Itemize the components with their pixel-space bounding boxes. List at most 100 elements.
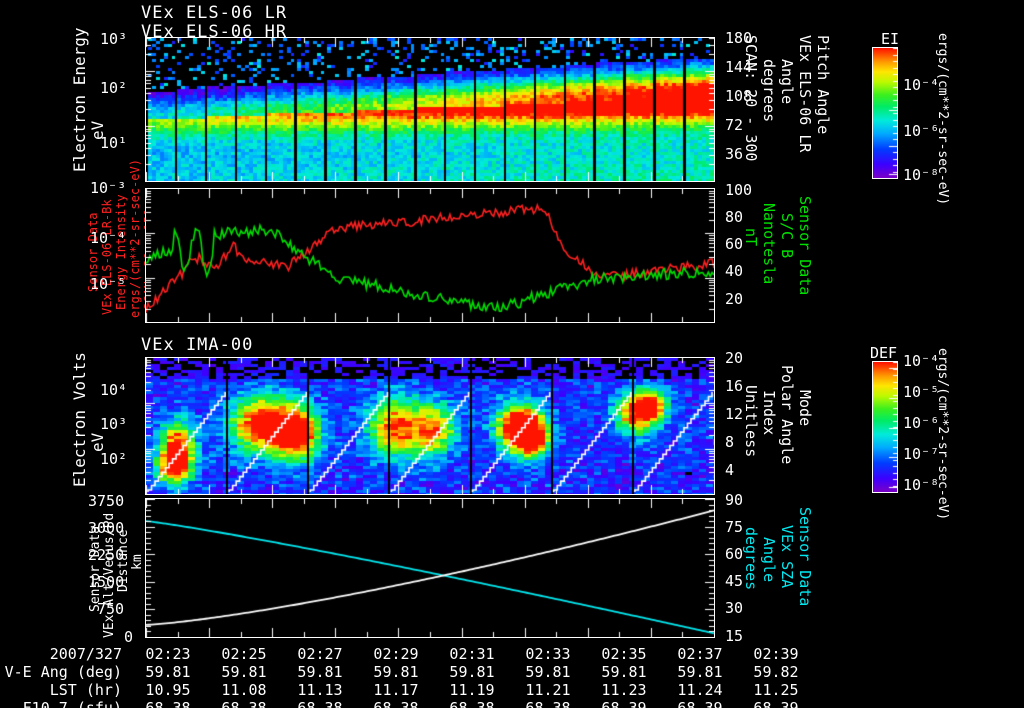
footer-cell: 59.81 — [601, 663, 647, 681]
panel4-ytick-1: 3000 — [88, 519, 125, 537]
panel3-title: VEx IMA-00 — [141, 335, 254, 355]
colorbar1-name: EI — [881, 30, 900, 48]
footer-cell: 02:27 — [297, 645, 343, 663]
panel4-right-label-2: VEx SZA — [778, 525, 796, 588]
panel1-right-label-3: Angle — [778, 59, 796, 104]
footer-row-label: LST (hr) — [49, 681, 122, 699]
panel4-plot — [145, 498, 715, 638]
panel2-ytick-2: 10⁻⁵ — [90, 275, 127, 293]
footer-cell: 11.19 — [449, 681, 495, 699]
panel1-ytick-1: 10² — [100, 79, 128, 97]
footer-cell: 59.82 — [753, 663, 799, 681]
panel4-ytick-5: 0 — [124, 628, 134, 646]
panel3-ytick-0: 10⁴ — [100, 381, 128, 399]
panel4-right-label-1: Sensor Data — [796, 507, 814, 606]
panel3-right-label-4: Unitless — [742, 385, 760, 457]
panel3-y2tick-0: 20 — [725, 349, 744, 367]
footer-row: LST (hr) 10.95 11.08 11.13 11.17 11.19 11.21 11… — [0, 681, 814, 699]
footer-cell: 02:29 — [373, 645, 419, 663]
colorbar1-tick-1: 10⁻⁶ — [903, 122, 940, 140]
footer-cell: 11.24 — [677, 681, 723, 699]
panel2-green-label-2: S/C B — [778, 213, 796, 258]
panel1-left-axis-label: Electron Energy — [70, 28, 89, 173]
panel4-y2tick-4: 30 — [725, 599, 744, 617]
panel2-ytick-1: 10⁻⁴ — [90, 229, 127, 247]
panel4-y2tick-0: 90 — [725, 491, 744, 509]
panel1-y2tick-4: 36 — [725, 145, 744, 163]
colorbar2-name: DEF — [870, 344, 898, 362]
panel4-ytick-2: 2250 — [88, 546, 125, 564]
panel2-green-label-2-text: S/C B — [778, 213, 796, 259]
panel1-y2tick-3: 72 — [725, 116, 744, 134]
panel3-ytick-2: 10² — [100, 450, 128, 468]
footer-table: 2007/327 02:23 02:25 02:27 02:29 02:31 02:33 02… — [0, 645, 814, 708]
footer-cell: 68.39 — [677, 699, 723, 708]
panel1-right-label-2-text: VEx ELS-06 LR — [796, 35, 814, 153]
panel4-y2tick-1: 75 — [725, 518, 744, 536]
panel2-green-label-4-text: nT — [742, 228, 760, 247]
panel4-right-label-3-text: Angle — [760, 537, 778, 583]
panel2-green-label-1: Sensor Data — [796, 196, 814, 295]
footer-cell: 59.81 — [145, 663, 191, 681]
footer-cell: 59.81 — [297, 663, 343, 681]
footer-row: 2007/327 02:23 02:25 02:27 02:29 02:31 02:33 02… — [0, 645, 814, 663]
energy-intensity-b-field-canvas — [146, 189, 714, 322]
panel1-right-label-2: VEx ELS-06 LR — [796, 35, 814, 152]
footer-cell: 11.13 — [297, 681, 343, 699]
colorbar2-tick-1: 10⁻⁵ — [903, 383, 940, 401]
footer-cell: 11.25 — [753, 681, 799, 699]
panel3-right-label-3: Index — [760, 390, 778, 435]
footer-cell: 68.38 — [297, 699, 343, 708]
altitude-sza-canvas — [146, 499, 714, 637]
colorbar2-gradient — [873, 362, 897, 492]
panel3-right-label-1-text: Mode — [796, 390, 814, 427]
colorbar1-tick-0: 10⁻⁴ — [903, 76, 940, 94]
panel4-right-label-2-text: VEx SZA — [778, 525, 796, 589]
colorbar2-tick-2: 10⁻⁶ — [903, 414, 940, 432]
panel1-y2tick-1: 144 — [725, 58, 753, 76]
footer-cell: 68.39 — [601, 699, 647, 708]
panel2-y2tick-0: 100 — [725, 181, 753, 199]
footer-row: F10.7 (sfu) 68.38 68.38 68.38 68.38 68.38 68.3… — [0, 699, 814, 708]
footer-cell: 02:35 — [601, 645, 647, 663]
footer-row-label: 2007/327 — [49, 645, 122, 663]
panel3-right-label-2-text: Polar Angle — [778, 365, 796, 465]
colorbar1-units-text: ergs/(cm**2-sr-sec-eV) — [935, 33, 950, 206]
panel2-y2tick-4: 20 — [725, 290, 744, 308]
footer-cell: 68.38 — [373, 699, 419, 708]
panel3-ytick-1: 10³ — [100, 415, 128, 433]
panel1-title-lr: VEx ELS-06 LR — [141, 3, 288, 23]
panel4-y2tick-3: 45 — [725, 572, 744, 590]
footer-cell: 11.08 — [221, 681, 267, 699]
panel4-ytick-0: 3750 — [88, 492, 125, 510]
footer-cell: 59.81 — [221, 663, 267, 681]
panel4-right-label-4-text: degrees — [742, 527, 760, 591]
panel1-ytick-2: 10¹ — [100, 134, 128, 152]
panel1-ytick-0: 10³ — [100, 30, 128, 48]
colorbar2-tick-3: 10⁻⁷ — [903, 445, 940, 463]
footer-cell: 02:23 — [145, 645, 191, 663]
panel2-green-label-1-text: Sensor Data — [796, 196, 814, 296]
panel1-right-label-3-text: Angle — [778, 59, 796, 105]
panel1-right-label-5-text: SCAN: 20 - 300 — [742, 35, 760, 162]
footer-cell: 11.17 — [373, 681, 419, 699]
panel4-right-label-1-text: Sensor Data — [796, 507, 814, 607]
footer-row: V-E Ang (deg) 59.81 59.81 59.81 59.81 59.81 59… — [0, 663, 814, 681]
footer-cell: 02:39 — [753, 645, 799, 663]
panel3-y2tick-2: 12 — [725, 405, 744, 423]
panel3-y2tick-4: 4 — [725, 461, 735, 479]
panel4-ytick-4: 750 — [97, 600, 125, 618]
panel3-right-label-1: Mode — [796, 390, 814, 426]
panel3-right-label-2: Polar Angle — [778, 365, 796, 464]
colorbar2-units: ergs/(cm**2-sr-sec-eV) — [935, 348, 950, 520]
panel2-green-label-3: Nanotesla — [760, 203, 778, 284]
panel2-red-label-2: VEx ELS-06 LR-Bk — [100, 199, 114, 315]
panel3-plot — [145, 357, 715, 495]
colorbar1-gradient — [873, 48, 897, 178]
panel3-y2tick-3: 8 — [725, 433, 735, 451]
panel3-left-axis-label: Electron Volts — [70, 352, 89, 487]
colorbar2-units-text: ergs/(cm**2-sr-sec-eV) — [935, 348, 950, 521]
panel4-left-label-4: km — [130, 554, 145, 570]
panel2-red-label-4: ergs/(cm**2-sr-sec-eV) — [128, 159, 142, 318]
